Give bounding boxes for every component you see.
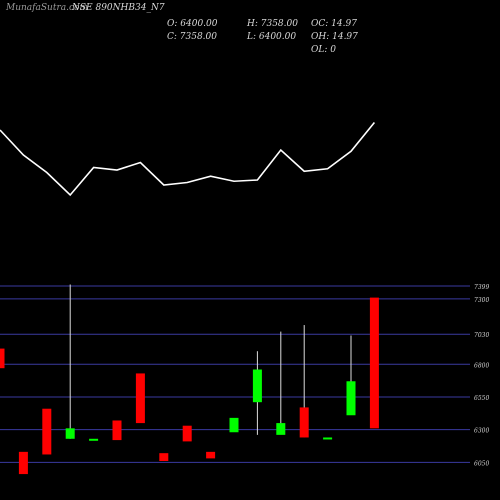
candle-down — [182, 425, 192, 442]
candle-up — [229, 417, 239, 433]
series-line — [0, 121, 376, 197]
candle-down — [299, 407, 309, 438]
close-value: C: 7358.00 — [167, 32, 217, 42]
y-tick-label: 6050 — [474, 460, 489, 467]
candle-down — [0, 348, 5, 369]
candle-up — [89, 438, 99, 441]
watermark: MunafaSutra.com — [6, 3, 88, 13]
candle-up — [65, 428, 75, 439]
high-value: H: 7358.00 — [247, 19, 298, 29]
ol-value: OL: 0 — [311, 45, 336, 55]
candle-down — [369, 297, 379, 429]
candle-down — [135, 373, 145, 424]
y-tick-label: 7399 — [474, 284, 489, 291]
candle-down — [112, 420, 122, 441]
candle-up — [323, 437, 333, 440]
candle-up — [346, 381, 356, 416]
candle-down — [18, 451, 28, 475]
open-value: O: 6400.00 — [167, 19, 218, 29]
chart-title: NSE 890NHB34_N7 — [72, 3, 165, 13]
low-value: L: 6400.00 — [247, 32, 297, 42]
y-tick-label: 7030 — [474, 332, 489, 339]
oc-value: OC: 14.97 — [311, 19, 357, 29]
y-tick-label: 6800 — [474, 362, 489, 369]
candle-up — [276, 423, 286, 435]
y-tick-label: 7300 — [474, 297, 489, 304]
candle-down — [42, 408, 52, 455]
candle-down — [206, 451, 216, 459]
oh-value: OH: 14.97 — [311, 32, 358, 42]
y-tick-label: 6550 — [474, 395, 489, 402]
candle-down — [159, 453, 169, 462]
y-tick-label: 6300 — [474, 428, 489, 435]
candle-up — [252, 369, 262, 403]
